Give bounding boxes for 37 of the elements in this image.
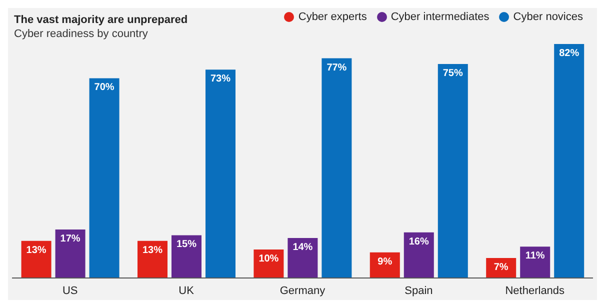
bar: [137, 240, 168, 278]
bar: [520, 246, 550, 278]
data-label: 9%: [378, 256, 392, 268]
data-label: 13%: [142, 244, 163, 256]
chart-subtitle: Cyber readiness by country: [14, 28, 148, 40]
data-label: 7%: [494, 262, 508, 274]
data-label: 13%: [26, 244, 46, 256]
x-tick-label: US: [62, 284, 78, 297]
bar: [288, 238, 318, 278]
bar: [171, 235, 202, 278]
data-label: 82%: [559, 48, 580, 59]
data-label: 17%: [60, 233, 80, 244]
legend-label: Cyber experts: [298, 11, 367, 23]
data-label: 73%: [210, 74, 231, 85]
x-tick-label: Germany: [280, 284, 326, 297]
data-label: 77%: [326, 62, 347, 74]
data-label: 11%: [525, 250, 545, 262]
x-tick-label: Netherlands: [505, 284, 566, 297]
data-label: 14%: [292, 242, 313, 254]
bar: [89, 78, 120, 278]
chart-title: The vast majority are unprepared: [14, 14, 188, 26]
bar: [21, 240, 52, 278]
legend-label: Cyber novices: [513, 11, 583, 23]
data-label: 10%: [258, 253, 279, 264]
data-label: 75%: [442, 68, 464, 79]
data-label: 15%: [176, 239, 197, 250]
x-tick-label: Spain: [404, 284, 433, 297]
bar: [322, 58, 352, 278]
legend-label: Cyber intermediates: [390, 11, 490, 23]
bar: [205, 70, 236, 278]
bar: [554, 44, 584, 278]
bar: [404, 232, 434, 278]
x-tick-label: UK: [178, 284, 195, 297]
data-label: 16%: [408, 236, 430, 248]
data-label: 70%: [94, 82, 114, 94]
bar: [55, 229, 86, 278]
bar: [438, 64, 468, 278]
